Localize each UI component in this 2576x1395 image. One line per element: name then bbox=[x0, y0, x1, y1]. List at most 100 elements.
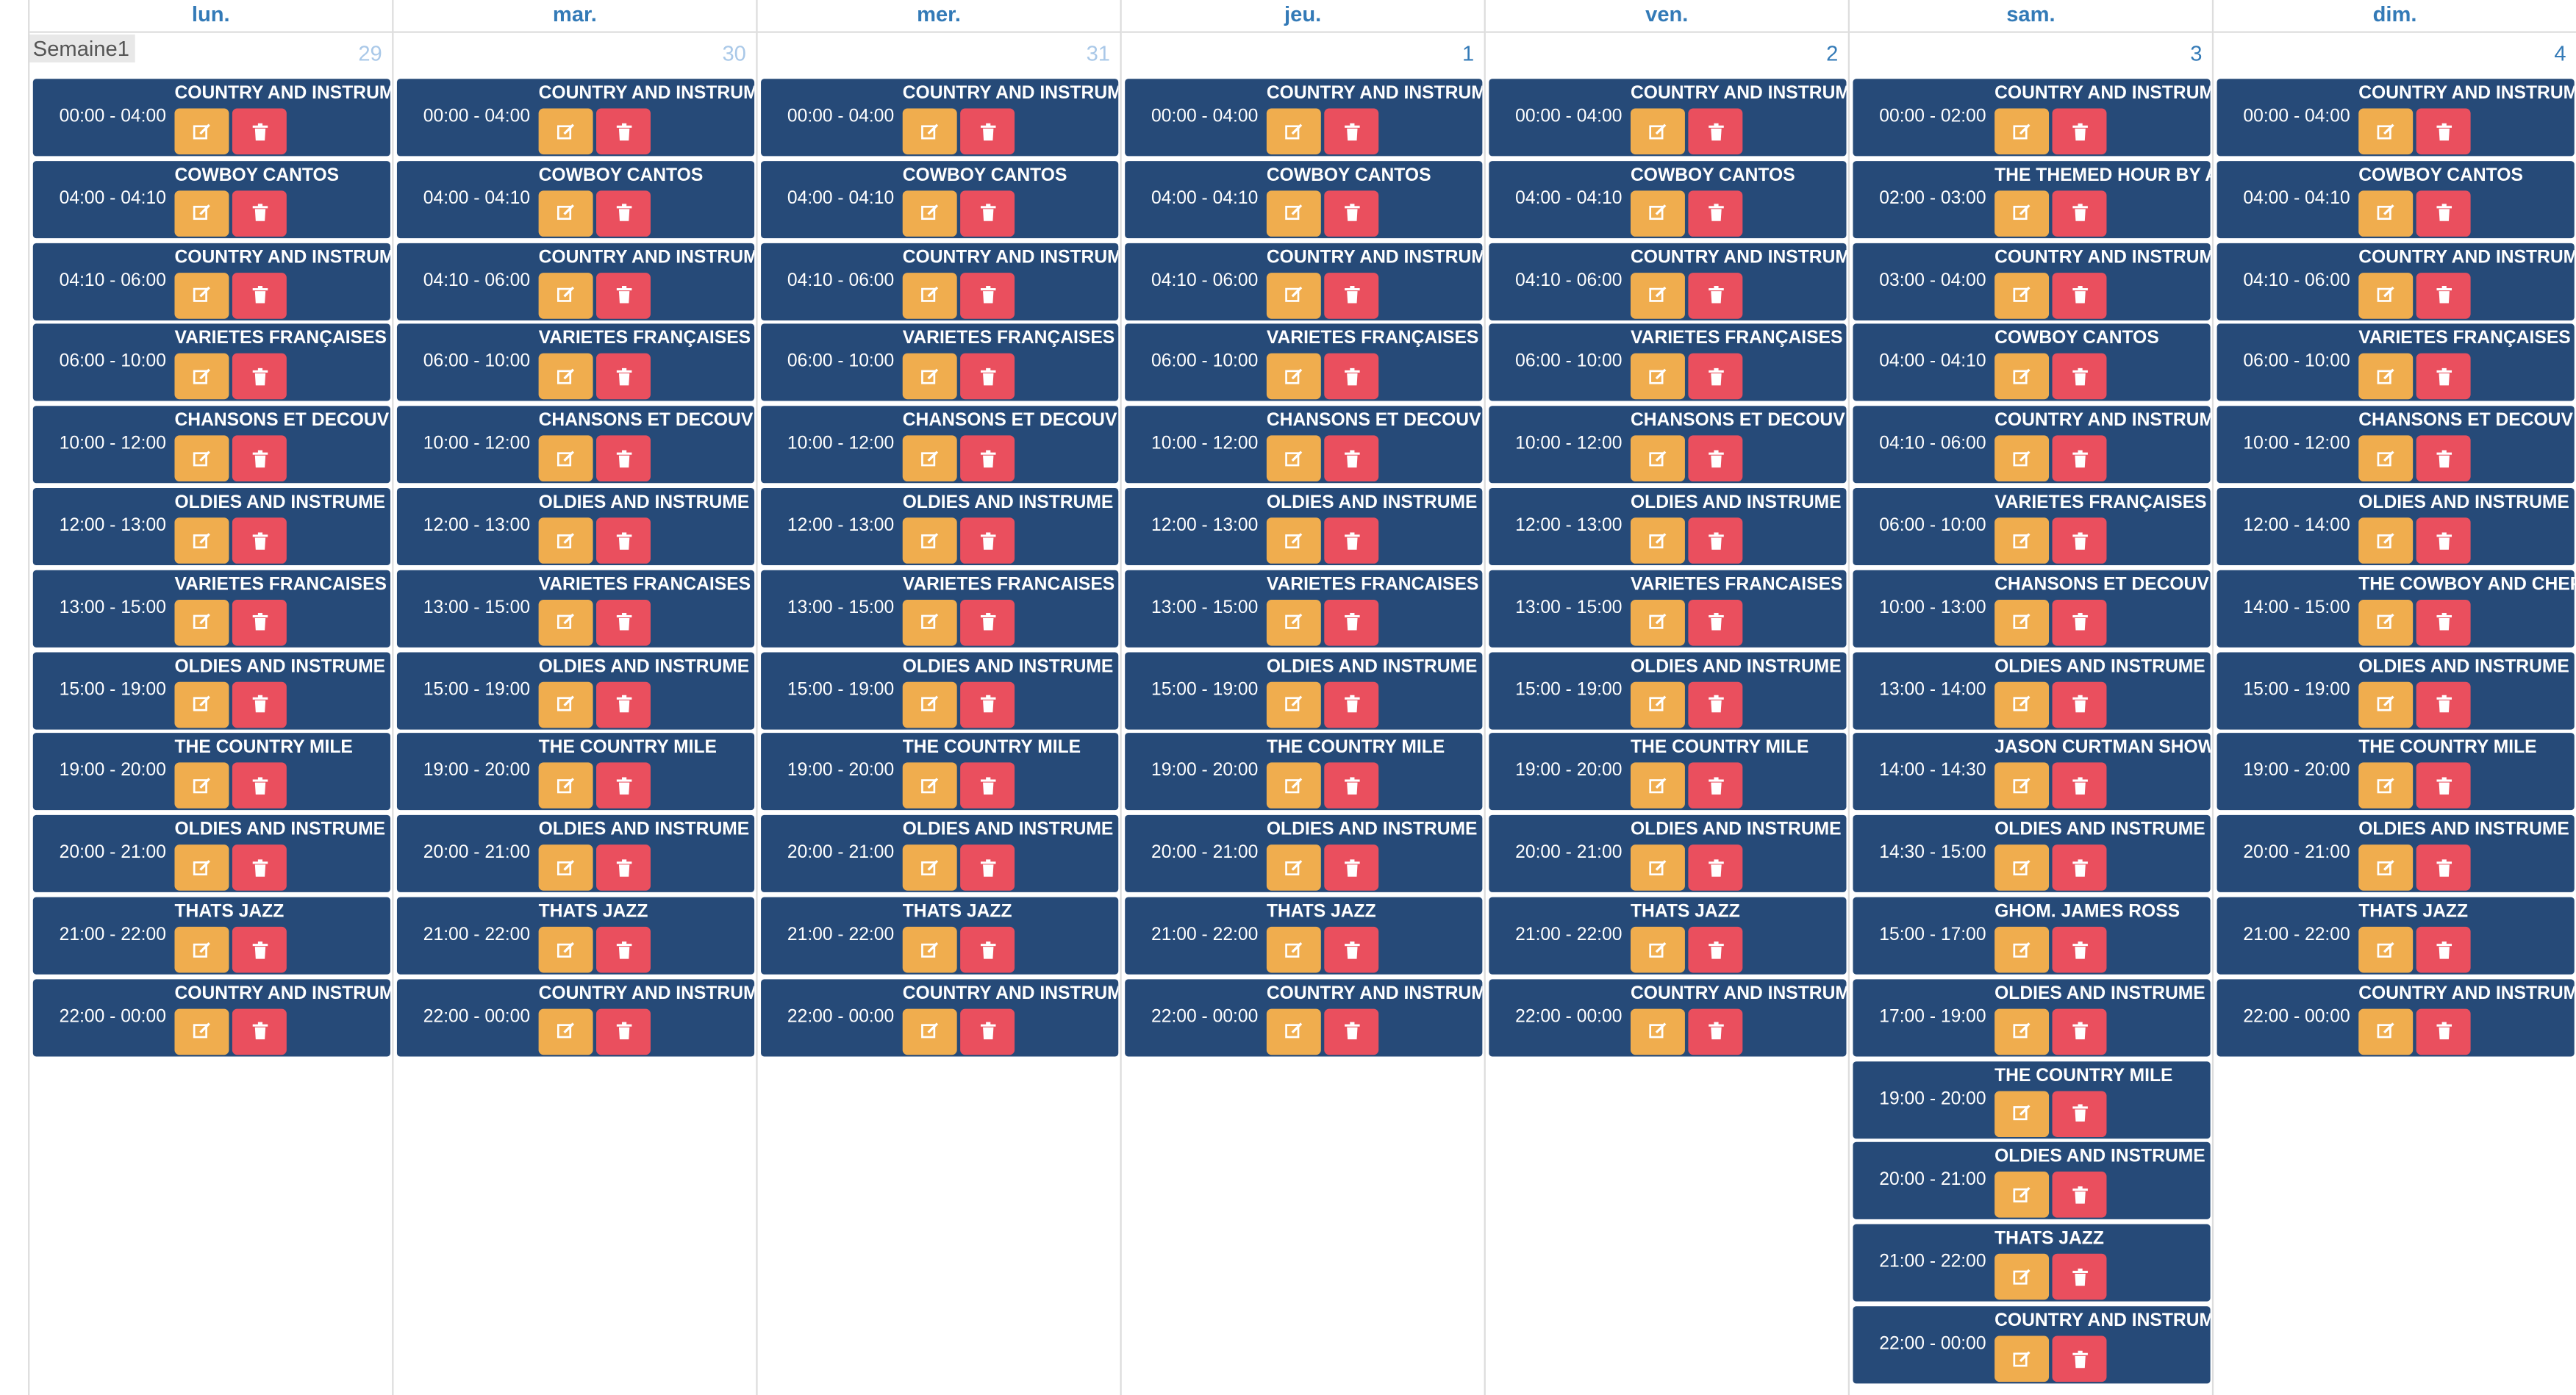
event[interactable]: 12:00 - 13:00 OLDIES AND INSTRUME bbox=[1489, 487, 1847, 566]
edit-button[interactable] bbox=[2358, 1008, 2414, 1055]
event[interactable]: 04:10 - 06:00 COUNTRY AND INSTRUM bbox=[2217, 242, 2575, 320]
event[interactable]: 13:00 - 15:00 VARIETES FRANCAISES bbox=[1489, 570, 1847, 648]
delete-button[interactable] bbox=[960, 763, 1015, 809]
event[interactable]: 19:00 - 20:00 THE COUNTRY MILE bbox=[1489, 733, 1847, 811]
event[interactable]: 14:00 - 14:30 JASON CURTMAN SHOW bbox=[1853, 733, 2211, 811]
delete-button[interactable] bbox=[1688, 272, 1743, 318]
event[interactable]: 22:00 - 00:00 COUNTRY AND INSTRUM bbox=[1125, 978, 1483, 1057]
edit-button[interactable] bbox=[1630, 517, 1685, 564]
edit-button[interactable] bbox=[1630, 763, 1685, 809]
event[interactable]: 10:00 - 12:00 CHANSONS ET DECOUV bbox=[2217, 406, 2575, 484]
event[interactable]: 20:00 - 21:00 OLDIES AND INSTRUME bbox=[1853, 1142, 2211, 1220]
edit-button[interactable] bbox=[2358, 354, 2414, 401]
event[interactable]: 15:00 - 17:00 GHOM. JAMES ROSS bbox=[1853, 897, 2211, 975]
event[interactable]: 02:00 - 03:00 THE THEMED HOUR BY A bbox=[1853, 160, 2211, 238]
event[interactable]: 10:00 - 12:00 CHANSONS ET DECOUV bbox=[32, 406, 390, 484]
event[interactable]: 20:00 - 21:00 OLDIES AND INSTRUME bbox=[761, 815, 1119, 893]
edit-button[interactable] bbox=[1994, 599, 2050, 646]
edit-button[interactable] bbox=[174, 272, 229, 318]
delete-button[interactable] bbox=[2052, 1335, 2107, 1383]
delete-button[interactable] bbox=[1324, 272, 1379, 318]
edit-button[interactable] bbox=[1630, 354, 1685, 401]
event[interactable]: 15:00 - 19:00 OLDIES AND INSTRUME bbox=[761, 651, 1119, 729]
event[interactable]: 22:00 - 00:00 COUNTRY AND INSTRUM bbox=[1489, 978, 1847, 1057]
edit-button[interactable] bbox=[174, 517, 229, 564]
edit-button[interactable] bbox=[2358, 190, 2414, 237]
edit-button[interactable] bbox=[174, 844, 229, 892]
event[interactable]: 13:00 - 15:00 VARIETES FRANCAISES bbox=[32, 570, 390, 648]
delete-button[interactable] bbox=[2052, 844, 2107, 892]
delete-button[interactable] bbox=[2052, 517, 2107, 564]
delete-button[interactable] bbox=[1324, 763, 1379, 809]
event[interactable]: 06:00 - 10:00 VARIETES FRANÇAISES bbox=[396, 324, 755, 402]
event[interactable]: 12:00 - 13:00 OLDIES AND INSTRUME bbox=[32, 487, 390, 566]
delete-button[interactable] bbox=[596, 599, 651, 646]
event[interactable]: 20:00 - 21:00 OLDIES AND INSTRUME bbox=[2217, 815, 2575, 893]
delete-button[interactable] bbox=[596, 517, 651, 564]
delete-button[interactable] bbox=[1688, 435, 1743, 482]
delete-button[interactable] bbox=[596, 272, 651, 318]
delete-button[interactable] bbox=[232, 272, 287, 318]
event[interactable]: 13:00 - 14:00 OLDIES AND INSTRUME bbox=[1853, 651, 2211, 729]
edit-button[interactable] bbox=[2358, 599, 2414, 646]
edit-button[interactable] bbox=[1994, 763, 2050, 809]
edit-button[interactable] bbox=[1994, 1090, 2050, 1137]
delete-button[interactable] bbox=[596, 926, 651, 973]
delete-button[interactable] bbox=[232, 517, 287, 564]
edit-button[interactable] bbox=[1266, 272, 1321, 318]
delete-button[interactable] bbox=[1324, 599, 1379, 646]
edit-button[interactable] bbox=[538, 190, 593, 237]
event[interactable]: 14:30 - 15:00 OLDIES AND INSTRUME bbox=[1853, 815, 2211, 893]
delete-button[interactable] bbox=[596, 108, 651, 155]
edit-button[interactable] bbox=[2358, 435, 2414, 482]
event[interactable]: 21:00 - 22:00 THATS JAZZ bbox=[1489, 897, 1847, 975]
delete-button[interactable] bbox=[1688, 517, 1743, 564]
edit-button[interactable] bbox=[1266, 108, 1321, 155]
edit-button[interactable] bbox=[902, 844, 957, 892]
delete-button[interactable] bbox=[1324, 926, 1379, 973]
delete-button[interactable] bbox=[2416, 108, 2471, 155]
delete-button[interactable] bbox=[1688, 926, 1743, 973]
delete-button[interactable] bbox=[960, 681, 1015, 728]
delete-button[interactable] bbox=[2416, 435, 2471, 482]
event[interactable]: 19:00 - 20:00 THE COUNTRY MILE bbox=[1853, 1061, 2211, 1138]
edit-button[interactable] bbox=[902, 435, 957, 482]
event[interactable]: 04:10 - 06:00 COUNTRY AND INSTRUM bbox=[396, 242, 755, 320]
edit-button[interactable] bbox=[538, 354, 593, 401]
edit-button[interactable] bbox=[1266, 190, 1321, 237]
edit-button[interactable] bbox=[1266, 681, 1321, 728]
event[interactable]: 03:00 - 04:00 COUNTRY AND INSTRUM bbox=[1853, 242, 2211, 320]
delete-button[interactable] bbox=[2052, 354, 2107, 401]
delete-button[interactable] bbox=[2052, 681, 2107, 728]
edit-button[interactable] bbox=[1266, 354, 1321, 401]
edit-button[interactable] bbox=[1994, 272, 2050, 318]
delete-button[interactable] bbox=[1688, 354, 1743, 401]
edit-button[interactable] bbox=[2358, 844, 2414, 892]
event[interactable]: 19:00 - 20:00 THE COUNTRY MILE bbox=[396, 733, 755, 811]
delete-button[interactable] bbox=[232, 926, 287, 973]
delete-button[interactable] bbox=[2052, 1172, 2107, 1219]
delete-button[interactable] bbox=[2416, 763, 2471, 809]
edit-button[interactable] bbox=[1630, 599, 1685, 646]
delete-button[interactable] bbox=[596, 681, 651, 728]
event[interactable]: 06:00 - 10:00 VARIETES FRANÇAISES bbox=[1125, 324, 1483, 402]
edit-button[interactable] bbox=[538, 108, 593, 155]
delete-button[interactable] bbox=[2052, 272, 2107, 318]
edit-button[interactable] bbox=[1994, 1172, 2050, 1219]
delete-button[interactable] bbox=[1324, 108, 1379, 155]
edit-button[interactable] bbox=[1266, 599, 1321, 646]
event[interactable]: 15:00 - 19:00 OLDIES AND INSTRUME bbox=[2217, 651, 2575, 729]
event[interactable]: 00:00 - 04:00 COUNTRY AND INSTRUM bbox=[761, 79, 1119, 157]
delete-button[interactable] bbox=[232, 1008, 287, 1055]
event[interactable]: 13:00 - 15:00 VARIETES FRANCAISES bbox=[1125, 570, 1483, 648]
event[interactable]: 20:00 - 21:00 OLDIES AND INSTRUME bbox=[396, 815, 755, 893]
delete-button[interactable] bbox=[2416, 926, 2471, 973]
event[interactable]: 20:00 - 21:00 OLDIES AND INSTRUME bbox=[1125, 815, 1483, 893]
delete-button[interactable] bbox=[2052, 599, 2107, 646]
edit-button[interactable] bbox=[174, 926, 229, 973]
event[interactable]: 04:10 - 06:00 COUNTRY AND INSTRUM bbox=[1853, 406, 2211, 484]
delete-button[interactable] bbox=[960, 190, 1015, 237]
delete-button[interactable] bbox=[960, 435, 1015, 482]
delete-button[interactable] bbox=[960, 926, 1015, 973]
edit-button[interactable] bbox=[1994, 435, 2050, 482]
